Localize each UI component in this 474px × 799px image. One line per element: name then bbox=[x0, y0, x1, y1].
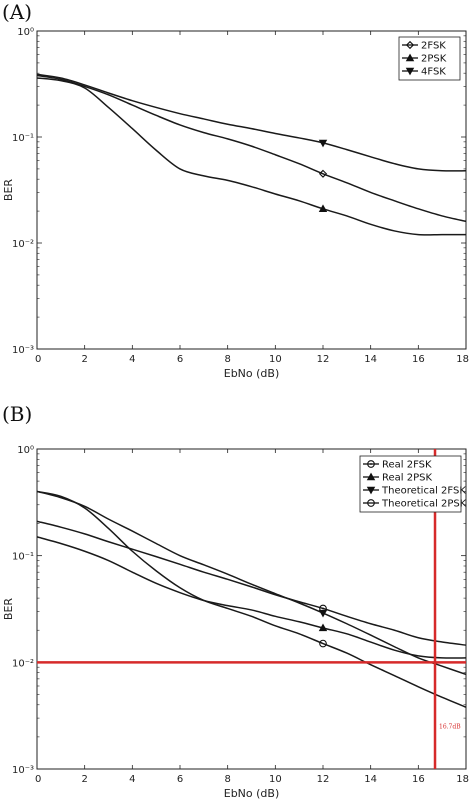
series-line-real-2fsk bbox=[37, 520, 466, 646]
series-line-theoretical-2fsk bbox=[37, 490, 466, 676]
y-tick-label: 10⁻² bbox=[12, 239, 34, 250]
series-marker bbox=[318, 609, 328, 618]
x-axis-title: EbNo (dB) bbox=[224, 787, 280, 799]
plot-area bbox=[36, 30, 467, 350]
series-marker bbox=[318, 623, 328, 632]
panel-b: (B) 0 2 4 6 8 10 12 14 16 18 10⁻³ 10⁻² 10⁻¹ 10⁰ EbNo (d… bbox=[2, 402, 469, 799]
legend-entry: Real 2FSK bbox=[382, 460, 432, 471]
legend-marker bbox=[405, 67, 415, 76]
legend-entry: 4FSK bbox=[421, 67, 446, 78]
series-marker bbox=[318, 204, 328, 213]
series-line-theoretical-2psk bbox=[37, 490, 466, 708]
y-tick-label: 10⁻³ bbox=[12, 345, 34, 356]
x-tick-label: 0 bbox=[35, 774, 41, 785]
legend-entry: Theoretical 2FSK bbox=[381, 486, 466, 497]
x-tick-label: 14 bbox=[364, 354, 377, 365]
series-line-2psk bbox=[37, 77, 466, 236]
series-marker-dot bbox=[322, 607, 324, 610]
y-tick-label: 10⁰ bbox=[17, 27, 34, 38]
y-tick-label: 10⁻¹ bbox=[12, 133, 34, 144]
reference-annotation: 16.7dB bbox=[439, 723, 461, 730]
legend-marker bbox=[405, 40, 415, 50]
x-tick-label: 14 bbox=[364, 774, 377, 785]
x-tick-label: 12 bbox=[317, 774, 330, 785]
x-tick-label: 6 bbox=[177, 774, 183, 785]
x-tick-label: 18 bbox=[456, 774, 469, 785]
panel-label: (B) bbox=[2, 402, 32, 426]
x-tick-label: 16 bbox=[412, 774, 425, 785]
x-tick-label: 10 bbox=[269, 774, 282, 785]
y-tick-label: 10⁰ bbox=[17, 445, 34, 456]
y-tick-label: 10⁻³ bbox=[12, 765, 34, 776]
legend-marker bbox=[405, 53, 415, 62]
x-tick-label: 8 bbox=[224, 354, 230, 365]
series-marker bbox=[319, 639, 327, 648]
x-tick-label: 16 bbox=[412, 354, 425, 365]
series-line-2fsk bbox=[37, 74, 466, 223]
series-line-4fsk bbox=[37, 73, 466, 172]
y-axis-title: BER bbox=[2, 179, 15, 201]
legend-entry: 2FSK bbox=[421, 41, 446, 52]
legend-marker-dot bbox=[370, 463, 372, 465]
x-tick-label: 2 bbox=[81, 354, 87, 365]
legend-marker bbox=[366, 486, 376, 495]
x-tick-label: 12 bbox=[317, 354, 330, 365]
x-tick-label: 0 bbox=[35, 354, 41, 365]
legend-marker bbox=[367, 460, 375, 468]
x-tick-label: 8 bbox=[224, 774, 230, 785]
x-tick-label: 4 bbox=[129, 354, 135, 365]
series-marker bbox=[318, 169, 328, 178]
y-axis-title: BER bbox=[2, 598, 15, 620]
series-line-real-2psk bbox=[37, 536, 466, 659]
panel-label: (A) bbox=[2, 0, 32, 24]
legend-entry: Real 2PSK bbox=[382, 473, 432, 484]
panel-a: (A) 0 2 4 6 8 10 12 14 16 18 10⁻³ 10⁻² 10⁻¹ 10⁰ EbNo (d… bbox=[2, 0, 469, 380]
y-tick-label: 10⁻² bbox=[12, 658, 34, 669]
x-tick-label: 4 bbox=[129, 774, 135, 785]
legend-marker bbox=[366, 472, 376, 481]
x-tick-label: 2 bbox=[81, 774, 87, 785]
x-axis-title: EbNo (dB) bbox=[224, 367, 280, 380]
x-tick-label: 18 bbox=[456, 354, 469, 365]
x-tick-label: 6 bbox=[177, 354, 183, 365]
series-marker bbox=[318, 139, 328, 148]
legend-entry: Theoretical 2PSK bbox=[381, 499, 467, 510]
y-tick-label: 10⁻¹ bbox=[12, 552, 34, 563]
legend-entry: 2PSK bbox=[421, 54, 447, 65]
legend-marker bbox=[367, 499, 375, 507]
x-tick-label: 10 bbox=[269, 354, 282, 365]
